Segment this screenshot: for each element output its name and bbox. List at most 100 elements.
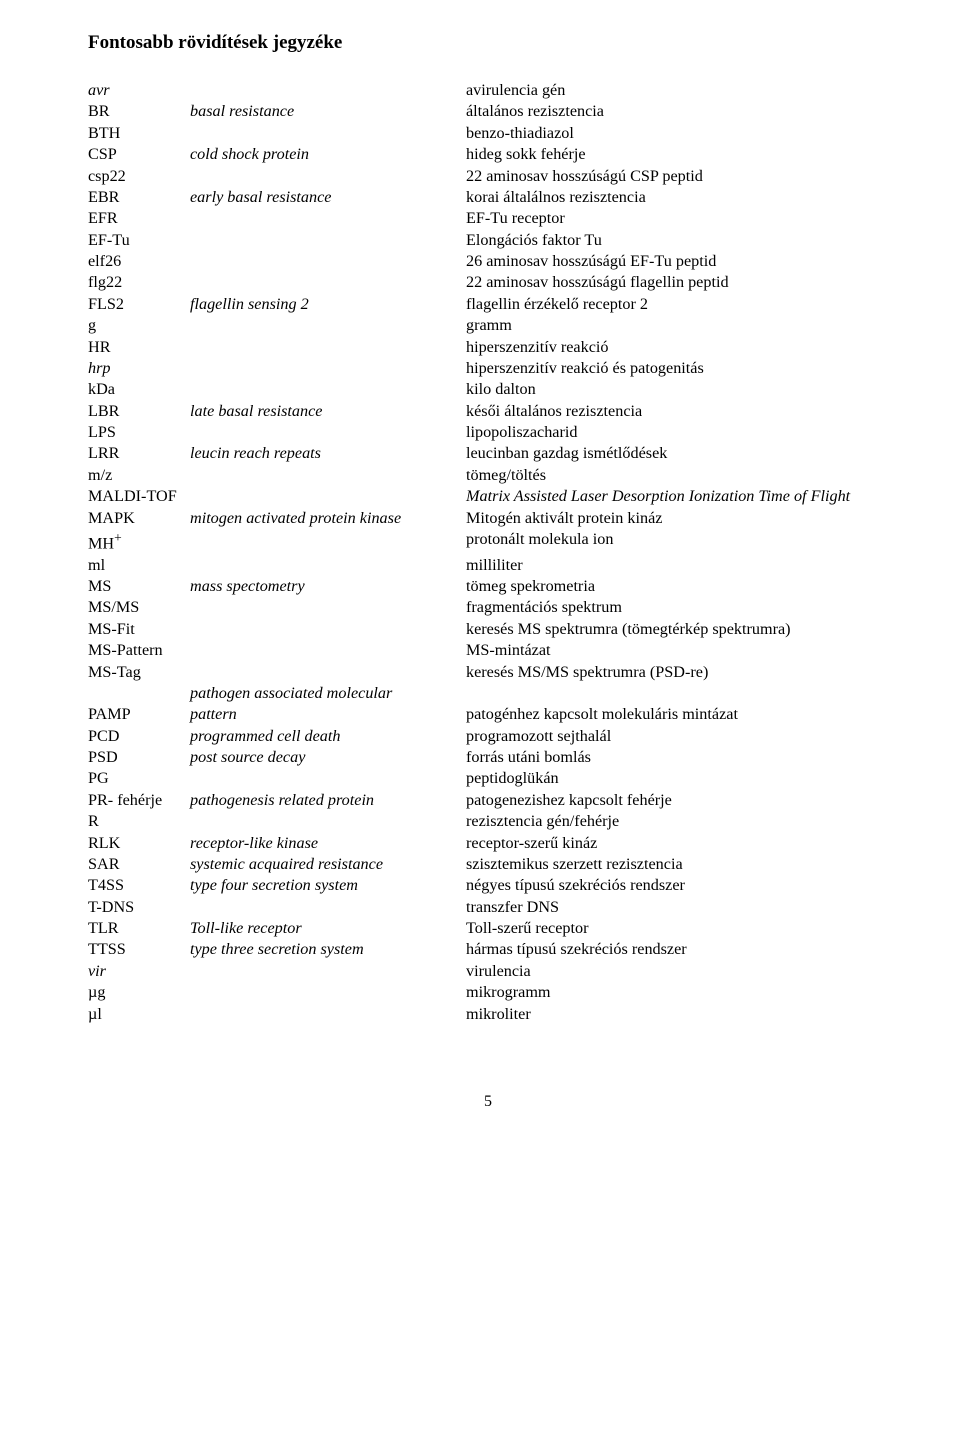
abbrev-cell: MS/MS [88, 597, 190, 618]
table-row: MS-Tagkeresés MS/MS spektrumra (PSD-re) [88, 662, 850, 683]
table-row: µlmikroliter [88, 1004, 850, 1025]
english-cell: early basal resistance [190, 187, 466, 208]
hungarian-cell: általános rezisztencia [466, 101, 850, 122]
hungarian-cell: hiperszenzitív reakció [466, 337, 850, 358]
hungarian-cell: rezisztencia gén/fehérje [466, 811, 850, 832]
table-row: PAMPpatternpatogénhez kapcsolt molekulár… [88, 704, 850, 725]
hungarian-cell: MS-mintázat [466, 640, 850, 661]
english-cell [190, 811, 466, 832]
table-row: PSDpost source decayforrás utáni bomlás [88, 747, 850, 768]
english-cell [190, 422, 466, 443]
abbrev-cell: MAPK [88, 508, 190, 529]
abbrev-cell: elf26 [88, 251, 190, 272]
table-row: EFREF-Tu receptor [88, 208, 850, 229]
hungarian-cell [466, 683, 850, 704]
hungarian-cell: négyes típusú szekréciós rendszer [466, 875, 850, 896]
hungarian-cell: hideg sokk fehérje [466, 144, 850, 165]
abbrev-cell [88, 683, 190, 704]
english-cell: systemic acquaired resistance [190, 854, 466, 875]
hungarian-cell: gramm [466, 315, 850, 336]
table-row: CSPcold shock proteinhideg sokk fehérje [88, 144, 850, 165]
table-row: RLKreceptor-like kinasereceptor-szerű ki… [88, 833, 850, 854]
superscript: + [114, 530, 122, 545]
hungarian-cell: benzo-thiadiazol [466, 123, 850, 144]
hungarian-cell: programozott sejthalál [466, 726, 850, 747]
table-row: LBRlate basal resistancekésői általános … [88, 401, 850, 422]
english-cell [190, 897, 466, 918]
abbrev-cell: avr [88, 80, 190, 101]
hungarian-cell: lipopoliszacharid [466, 422, 850, 443]
table-row: µgmikrogramm [88, 982, 850, 1003]
english-cell [190, 379, 466, 400]
english-cell: pathogenesis related protein [190, 790, 466, 811]
page-number: 5 [88, 1093, 888, 1111]
abbrev-cell: hrp [88, 358, 190, 379]
english-cell: Toll-like receptor [190, 918, 466, 939]
abbrev-cell: csp22 [88, 166, 190, 187]
english-cell: flagellin sensing 2 [190, 294, 466, 315]
english-cell: mass spectometry [190, 576, 466, 597]
english-cell: programmed cell death [190, 726, 466, 747]
table-row: PGpeptidoglükán [88, 768, 850, 789]
hungarian-cell: EF-Tu receptor [466, 208, 850, 229]
abbrev-cell: flg22 [88, 272, 190, 293]
table-row: TLRToll-like receptorToll-szerű receptor [88, 918, 850, 939]
abbrev-cell: BR [88, 101, 190, 122]
english-cell: post source decay [190, 747, 466, 768]
english-cell [190, 272, 466, 293]
abbrev-cell: MS-Pattern [88, 640, 190, 661]
english-cell: type four secretion system [190, 875, 466, 896]
abbrev-cell: LRR [88, 443, 190, 464]
english-cell [190, 123, 466, 144]
table-row: T-DNS transzfer DNS [88, 897, 850, 918]
english-cell [190, 982, 466, 1003]
abbrev-cell: MS-Tag [88, 662, 190, 683]
hungarian-cell: transzfer DNS [466, 897, 850, 918]
abbrev-cell: T-DNS [88, 897, 190, 918]
table-row: mlmilliliter [88, 555, 850, 576]
hungarian-cell: korai általálnos rezisztencia [466, 187, 850, 208]
table-row: ggramm [88, 315, 850, 336]
abbrev-cell: vir [88, 961, 190, 982]
english-cell: mitogen activated protein kinase [190, 508, 466, 529]
abbrev-cell: T4SS [88, 875, 190, 896]
table-row: flg2222 aminosav hosszúságú flagellin pe… [88, 272, 850, 293]
hungarian-cell: 22 aminosav hosszúságú CSP peptid [466, 166, 850, 187]
table-row: hrphiperszenzitív reakció és patogenitás [88, 358, 850, 379]
abbrev-cell: CSP [88, 144, 190, 165]
hungarian-cell: hármas típusú szekréciós rendszer [466, 939, 850, 960]
abbrev-cell: BTH [88, 123, 190, 144]
english-cell [190, 358, 466, 379]
table-row: TTSStype three secretion systemhármas tí… [88, 939, 850, 960]
abbrev-cell: µg [88, 982, 190, 1003]
abbrev-cell: kDa [88, 379, 190, 400]
hungarian-cell: forrás utáni bomlás [466, 747, 850, 768]
english-cell [190, 597, 466, 618]
abbrev-cell: MH+ [88, 529, 190, 555]
hungarian-cell: avirulencia gén [466, 80, 850, 101]
abbrev-cell: PAMP [88, 704, 190, 725]
english-cell [190, 529, 466, 555]
hungarian-cell: protonált molekula ion [466, 529, 850, 555]
abbreviation-table: avr avirulencia génBRbasal resistanceálta… [88, 80, 850, 1025]
hungarian-cell: Matrix Assisted Laser Desorption Ionizat… [466, 486, 850, 507]
table-row: LPSlipopoliszacharid [88, 422, 850, 443]
hungarian-cell: fragmentációs spektrum [466, 597, 850, 618]
abbrev-cell: RLK [88, 833, 190, 854]
table-row: PR- fehérjepathogenesis related proteinp… [88, 790, 850, 811]
abbrev-cell: MS [88, 576, 190, 597]
hungarian-cell: patogenezishez kapcsolt fehérje [466, 790, 850, 811]
english-cell: type three secretion system [190, 939, 466, 960]
english-cell: pathogen associated molecular [190, 683, 466, 704]
hungarian-cell: késői általános rezisztencia [466, 401, 850, 422]
hungarian-cell: Toll-szerű receptor [466, 918, 850, 939]
abbrev-cell: EBR [88, 187, 190, 208]
table-row: BRbasal resistanceáltalános rezisztencia [88, 101, 850, 122]
hungarian-cell: kilo dalton [466, 379, 850, 400]
hungarian-cell: Mitogén aktivált protein kináz [466, 508, 850, 529]
english-cell [190, 166, 466, 187]
english-cell [190, 768, 466, 789]
table-row: MS/MS fragmentációs spektrum [88, 597, 850, 618]
english-cell [190, 80, 466, 101]
table-row: PCDprogrammed cell deathprogramozott sej… [88, 726, 850, 747]
